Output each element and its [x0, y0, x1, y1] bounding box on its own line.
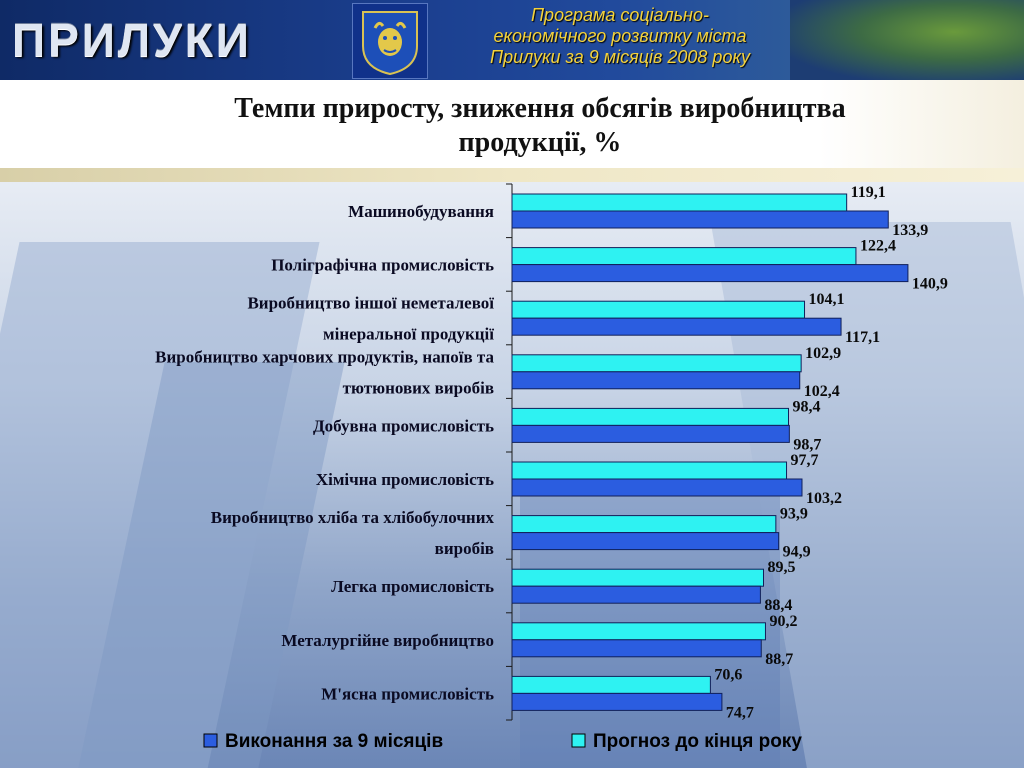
category-label: Добувна промисловість: [313, 416, 494, 435]
bar-actual: [511, 210, 889, 229]
category-label: Легка промисловість: [331, 577, 494, 596]
category-label: мінеральної продукції: [323, 325, 494, 344]
bar-actual: [511, 317, 842, 336]
bar-forecast: [511, 300, 806, 319]
category-label: виробів: [435, 539, 494, 558]
data-label-forecast: 102,9: [805, 345, 841, 362]
category-label: Металургійне виробництво: [281, 631, 494, 650]
banner-subtitle: Програма соціально- економічного розвитк…: [440, 5, 800, 68]
data-label-forecast: 70,6: [714, 666, 742, 683]
header-banner: ПРИЛУКИ Програма соціально- економічного…: [0, 0, 1024, 80]
bar-actual: [511, 585, 761, 604]
category-label: тютюнових виробів: [343, 378, 494, 397]
bar-forecast: [511, 568, 764, 587]
bar-forecast: [511, 622, 766, 641]
bar-actual: [511, 692, 723, 711]
legend-swatch-actual: [203, 733, 218, 748]
data-label-actual: 94,9: [783, 544, 811, 561]
category-label: Виробництво іншої неметалевої: [247, 294, 494, 313]
data-label-actual: 98,7: [793, 436, 821, 453]
data-label-actual: 140,9: [912, 276, 948, 293]
data-label-forecast: 122,4: [860, 238, 896, 255]
category-label: Машинобудування: [348, 202, 494, 221]
data-label-forecast: 90,2: [769, 613, 797, 630]
category-label: Хімічна промисловість: [316, 470, 494, 489]
bar-forecast: [511, 247, 857, 266]
legend-swatch-forecast: [571, 733, 586, 748]
bar-forecast: [511, 675, 711, 694]
bar-forecast: [511, 515, 777, 534]
data-label-actual: 102,4: [804, 383, 840, 400]
bar-forecast: [511, 193, 848, 212]
data-label-forecast: 119,1: [851, 184, 886, 201]
brand-logo: ПРИЛУКИ: [12, 14, 252, 66]
data-label-actual: 88,4: [764, 597, 792, 614]
bar-actual: [511, 639, 762, 658]
data-label-forecast: 97,7: [791, 452, 819, 469]
bar-actual: [511, 371, 801, 390]
bar-forecast: [511, 407, 790, 426]
data-label-forecast: 98,4: [793, 398, 821, 415]
category-label: Виробництво хліба та хлібобулочних: [211, 508, 495, 527]
city-crest-icon: [352, 3, 428, 79]
europe-map-decoration: [790, 0, 1024, 80]
banner-subtitle-line-1: Програма соціально-: [531, 5, 709, 25]
bar-forecast: [511, 354, 802, 373]
legend-label-forecast: Прогноз до кінця року: [593, 731, 802, 752]
banner-subtitle-line-3: Прилуки за 9 місяців 2008 року: [490, 47, 750, 67]
page-title: Темпи приросту, зниження обсягів виробни…: [120, 92, 960, 160]
data-label-actual: 117,1: [845, 329, 880, 346]
page-title-line-2: продукції, %: [458, 127, 622, 158]
banner-subtitle-line-2: економічного розвитку міста: [493, 26, 747, 46]
category-label: Поліграфічна промисловість: [271, 256, 494, 275]
data-label-actual: 88,7: [765, 651, 793, 668]
data-label-forecast: 104,1: [809, 291, 845, 308]
page-title-line-1: Темпи приросту, зниження обсягів виробни…: [234, 93, 846, 124]
title-band: [0, 80, 1024, 178]
bar-actual: [511, 478, 803, 497]
data-label-actual: 103,2: [806, 490, 842, 507]
category-label: Виробництво харчових продуктів, напоїв т…: [155, 347, 494, 366]
data-label-actual: 133,9: [892, 222, 928, 239]
bar-actual: [511, 264, 909, 283]
data-label-forecast: 93,9: [780, 506, 808, 523]
category-label: М'ясна промисловість: [321, 684, 494, 703]
bar-actual: [511, 532, 780, 551]
bar-forecast: [511, 461, 788, 480]
legend-label-actual: Виконання за 9 місяців: [225, 731, 443, 752]
title-divider: [0, 168, 1024, 182]
data-label-actual: 74,7: [726, 704, 754, 721]
data-label-forecast: 89,5: [767, 559, 795, 576]
bar-actual: [511, 424, 790, 443]
